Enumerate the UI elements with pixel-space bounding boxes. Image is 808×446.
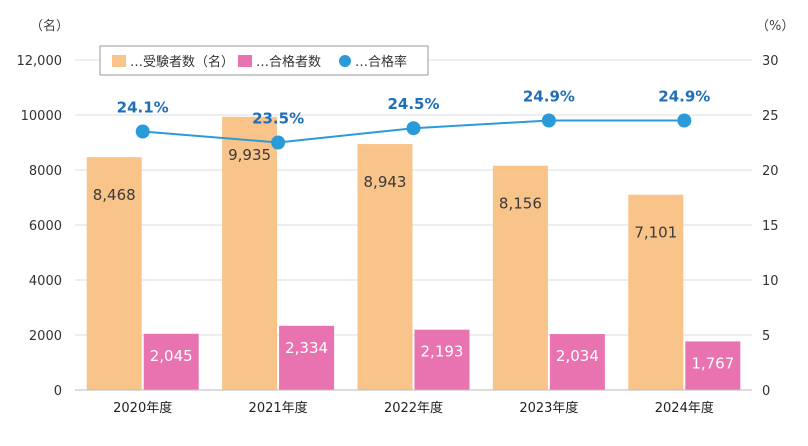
rate-point bbox=[271, 135, 286, 150]
left-tick-label: 10000 bbox=[21, 109, 62, 124]
legend: …受験者数（名） …合格者数 …合格率 bbox=[99, 45, 429, 76]
right-tick-label: 30 bbox=[762, 54, 779, 69]
x-tick-label: 2024年度 bbox=[655, 400, 714, 416]
legend-swatch-rate bbox=[339, 55, 351, 67]
x-tick-label: 2021年度 bbox=[249, 400, 308, 416]
rate-point bbox=[406, 121, 421, 136]
data-label-rate: 24.1% bbox=[117, 99, 169, 117]
bar-applicants bbox=[492, 165, 548, 390]
legend-label-rate: …合格率 bbox=[355, 54, 407, 70]
legend-swatch-passers bbox=[238, 55, 252, 67]
left-tick-label: 8000 bbox=[29, 164, 62, 179]
bar-applicants bbox=[357, 144, 413, 390]
bar-passers bbox=[549, 334, 605, 390]
left-tick-label: 0 bbox=[54, 384, 62, 399]
left-tick-label: 6000 bbox=[29, 219, 62, 234]
right-tick-label: 25 bbox=[762, 109, 779, 124]
data-label-applicants: 8,156 bbox=[499, 195, 542, 213]
legend-swatch-applicants bbox=[112, 55, 126, 67]
data-label-passers: 2,193 bbox=[421, 343, 464, 361]
bar-applicants bbox=[86, 157, 142, 390]
data-label-applicants: 8,468 bbox=[93, 186, 136, 204]
x-tick-label: 2020年度 bbox=[113, 400, 172, 416]
left-tick-label: 12,000 bbox=[17, 54, 63, 69]
data-label-passers: 2,034 bbox=[556, 347, 599, 365]
axes: （名） （%） 0 2000 4000 6000 8000 10000 12,000 0 5 10… bbox=[17, 18, 795, 416]
bar-applicants bbox=[628, 194, 684, 390]
rate-line bbox=[135, 113, 692, 150]
rate-point bbox=[541, 113, 556, 128]
legend-frame bbox=[99, 45, 429, 76]
left-axis-unit: （名） bbox=[30, 18, 69, 34]
bar-passers bbox=[279, 325, 335, 390]
data-label-passers: 1,767 bbox=[691, 354, 734, 372]
right-tick-label: 10 bbox=[762, 274, 779, 289]
data-label-applicants: 9,935 bbox=[228, 146, 271, 164]
legend-label-passers: …合格者数 bbox=[256, 54, 321, 70]
rate-point bbox=[135, 124, 150, 139]
x-tick-label: 2023年度 bbox=[519, 400, 578, 416]
data-label-rate: 23.5% bbox=[252, 110, 304, 128]
bar-passers bbox=[685, 341, 741, 390]
x-tick-label: 2022年度 bbox=[384, 400, 443, 416]
data-label-applicants: 7,101 bbox=[634, 224, 677, 242]
left-tick-label: 4000 bbox=[29, 274, 62, 289]
data-label-rate: 24.9% bbox=[658, 88, 710, 106]
data-label-rate: 24.5% bbox=[387, 95, 439, 113]
bar-applicants bbox=[222, 116, 278, 390]
data-label-passers: 2,045 bbox=[150, 347, 193, 365]
data-label-rate: 24.9% bbox=[523, 88, 575, 106]
right-tick-label: 20 bbox=[762, 164, 779, 179]
rate-point bbox=[677, 113, 692, 128]
right-tick-label: 0 bbox=[762, 384, 770, 399]
bar-passers bbox=[414, 329, 470, 390]
right-axis-unit: （%） bbox=[756, 19, 794, 34]
left-tick-label: 2000 bbox=[29, 329, 62, 344]
data-labels: 8,468 2,045 9,935 2,334 8,943 2,193 8,156 2,034… bbox=[93, 88, 735, 373]
legend-label-applicants: …受験者数（名） bbox=[130, 54, 234, 70]
right-tick-label: 5 bbox=[762, 329, 770, 344]
data-label-applicants: 8,943 bbox=[364, 173, 407, 191]
bar-passers bbox=[143, 333, 199, 390]
data-label-passers: 2,334 bbox=[285, 339, 328, 357]
right-tick-label: 15 bbox=[762, 219, 779, 234]
bars bbox=[86, 116, 741, 390]
